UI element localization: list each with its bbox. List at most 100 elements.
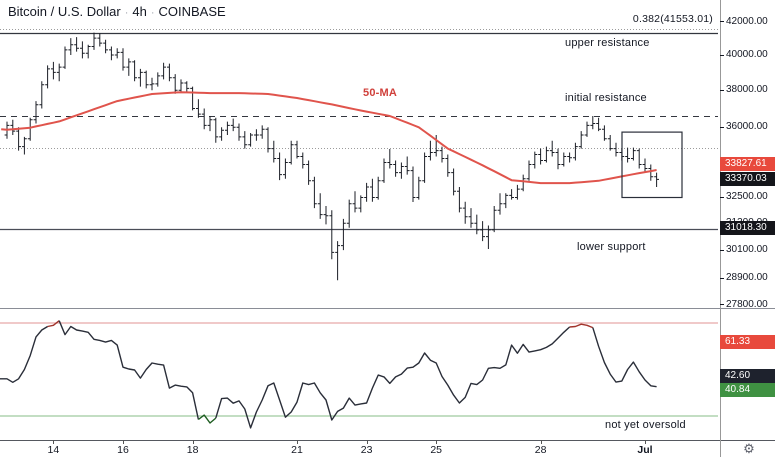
box-annotation — [621, 131, 683, 199]
ohlc-bar — [607, 135, 613, 151]
ohlc-bar — [602, 125, 607, 141]
ohlc-bar — [201, 108, 207, 130]
ohlc-bar — [515, 184, 520, 200]
indicator-line — [197, 414, 217, 424]
ohlc-bar — [549, 140, 555, 157]
ohlc-bar — [225, 121, 230, 135]
ohlc-bar — [167, 63, 172, 82]
ohlc-bar — [277, 152, 282, 181]
exchange-label: COINBASE — [158, 4, 226, 19]
ohlc-bar — [51, 61, 56, 80]
ohlc-bar — [480, 221, 485, 242]
ohlc-bar — [410, 166, 416, 202]
fib-level-label[interactable]: 0.382(41553.01) — [632, 13, 713, 25]
ohlc-bar — [654, 172, 659, 187]
ohlc-bar — [520, 174, 526, 192]
ohlc-bar — [254, 129, 259, 141]
ohlc-bar — [242, 131, 248, 149]
indicator-line — [592, 327, 657, 388]
ohlc-bar — [10, 119, 16, 135]
ohlc-bar — [642, 158, 648, 173]
not-yet-oversold-label[interactable]: not yet oversold — [605, 419, 686, 431]
ohlc-bar — [120, 48, 126, 71]
ohlc-bar — [323, 206, 329, 225]
ohlc-bar — [294, 140, 300, 159]
ohlc-bar — [190, 86, 195, 111]
ohlc-bar — [335, 241, 340, 281]
ohlc-bar — [149, 77, 155, 91]
ohlc-bar — [213, 117, 219, 143]
ohlc-bar — [341, 218, 346, 251]
ohlc-bar — [207, 116, 213, 132]
ohlc-bar — [91, 32, 97, 50]
ohlc-bar — [126, 58, 132, 76]
ma-label[interactable]: 50-MA — [363, 87, 398, 99]
initial-resistance-label[interactable]: initial resistance — [565, 92, 647, 104]
ohlc-bar — [62, 46, 68, 69]
ohlc-bar — [358, 195, 364, 213]
symbol-name[interactable]: Bitcoin / U.S. Dollar — [8, 4, 121, 19]
ohlc-bar — [80, 41, 85, 59]
ohlc-bar — [433, 135, 439, 157]
ohlc-bar — [538, 148, 543, 165]
ohlc-bar — [370, 178, 375, 202]
ohlc-bar — [567, 152, 572, 163]
ohlc-bar — [561, 152, 567, 167]
ohlc-bar — [468, 208, 474, 228]
ohlc-bar — [85, 44, 91, 59]
ohlc-bar — [248, 133, 253, 147]
ohlc-bar — [636, 148, 642, 169]
ohlc-bar — [16, 127, 21, 151]
ohlc-bar — [172, 74, 178, 94]
ohlc-bar — [178, 79, 184, 92]
ohlc-bar — [155, 72, 161, 87]
ohlc-bar — [573, 142, 578, 161]
title-separator: · — [124, 7, 129, 19]
ohlc-bar — [486, 225, 491, 249]
ohlc-bar — [422, 152, 427, 183]
upper-resistance-label[interactable]: upper resistance — [565, 37, 650, 49]
settings-gear-icon[interactable]: ⚙ — [743, 441, 755, 456]
ohlc-bar — [329, 210, 335, 260]
ohlc-bar — [300, 152, 306, 169]
ohlc-bar — [306, 160, 311, 185]
ohlc-bar — [143, 70, 149, 89]
ohlc-bar — [114, 48, 120, 59]
indicator-line — [215, 326, 571, 429]
ohlc-bar — [590, 116, 596, 130]
price-axis[interactable] — [720, 0, 775, 440]
ohlc-bar — [404, 156, 410, 175]
ohlc-bar — [184, 81, 190, 92]
ohlc-bar — [474, 214, 480, 235]
ohlc-bar — [428, 140, 433, 161]
interval-label[interactable]: 4h — [132, 4, 147, 19]
ohlc-bar — [39, 81, 45, 109]
ohlc-bar — [45, 65, 50, 89]
ohlc-bar — [526, 160, 532, 181]
ohlc-bar — [22, 136, 27, 155]
indicator-line — [569, 323, 594, 329]
symbol-title[interactable]: Bitcoin / U.S. Dollar · 4h · COINBASE — [8, 4, 226, 19]
ohlc-bar — [648, 164, 654, 181]
ohlc-bar — [97, 33, 103, 47]
ohlc-bar — [317, 193, 323, 219]
ohlc-bar — [27, 117, 33, 141]
ohlc-bar — [138, 68, 143, 87]
ohlc-bar — [283, 158, 288, 179]
ohlc-bar — [625, 147, 630, 163]
ohlc-bar — [387, 149, 393, 169]
ma-line — [1, 91, 657, 185]
title-separator: · — [150, 7, 155, 19]
ohlc-bar — [503, 193, 509, 209]
time-axis[interactable] — [0, 440, 720, 457]
ohlc-bar — [161, 62, 166, 80]
ohlc-bar — [219, 127, 224, 141]
ohlc-bar — [265, 127, 271, 153]
ohlc-bar — [56, 63, 62, 82]
ohlc-bar — [381, 158, 387, 183]
ohlc-bar — [271, 140, 277, 163]
lower-support-label[interactable]: lower support — [577, 241, 646, 253]
ohlc-bar — [509, 189, 514, 200]
ohlc-bar — [68, 38, 74, 55]
